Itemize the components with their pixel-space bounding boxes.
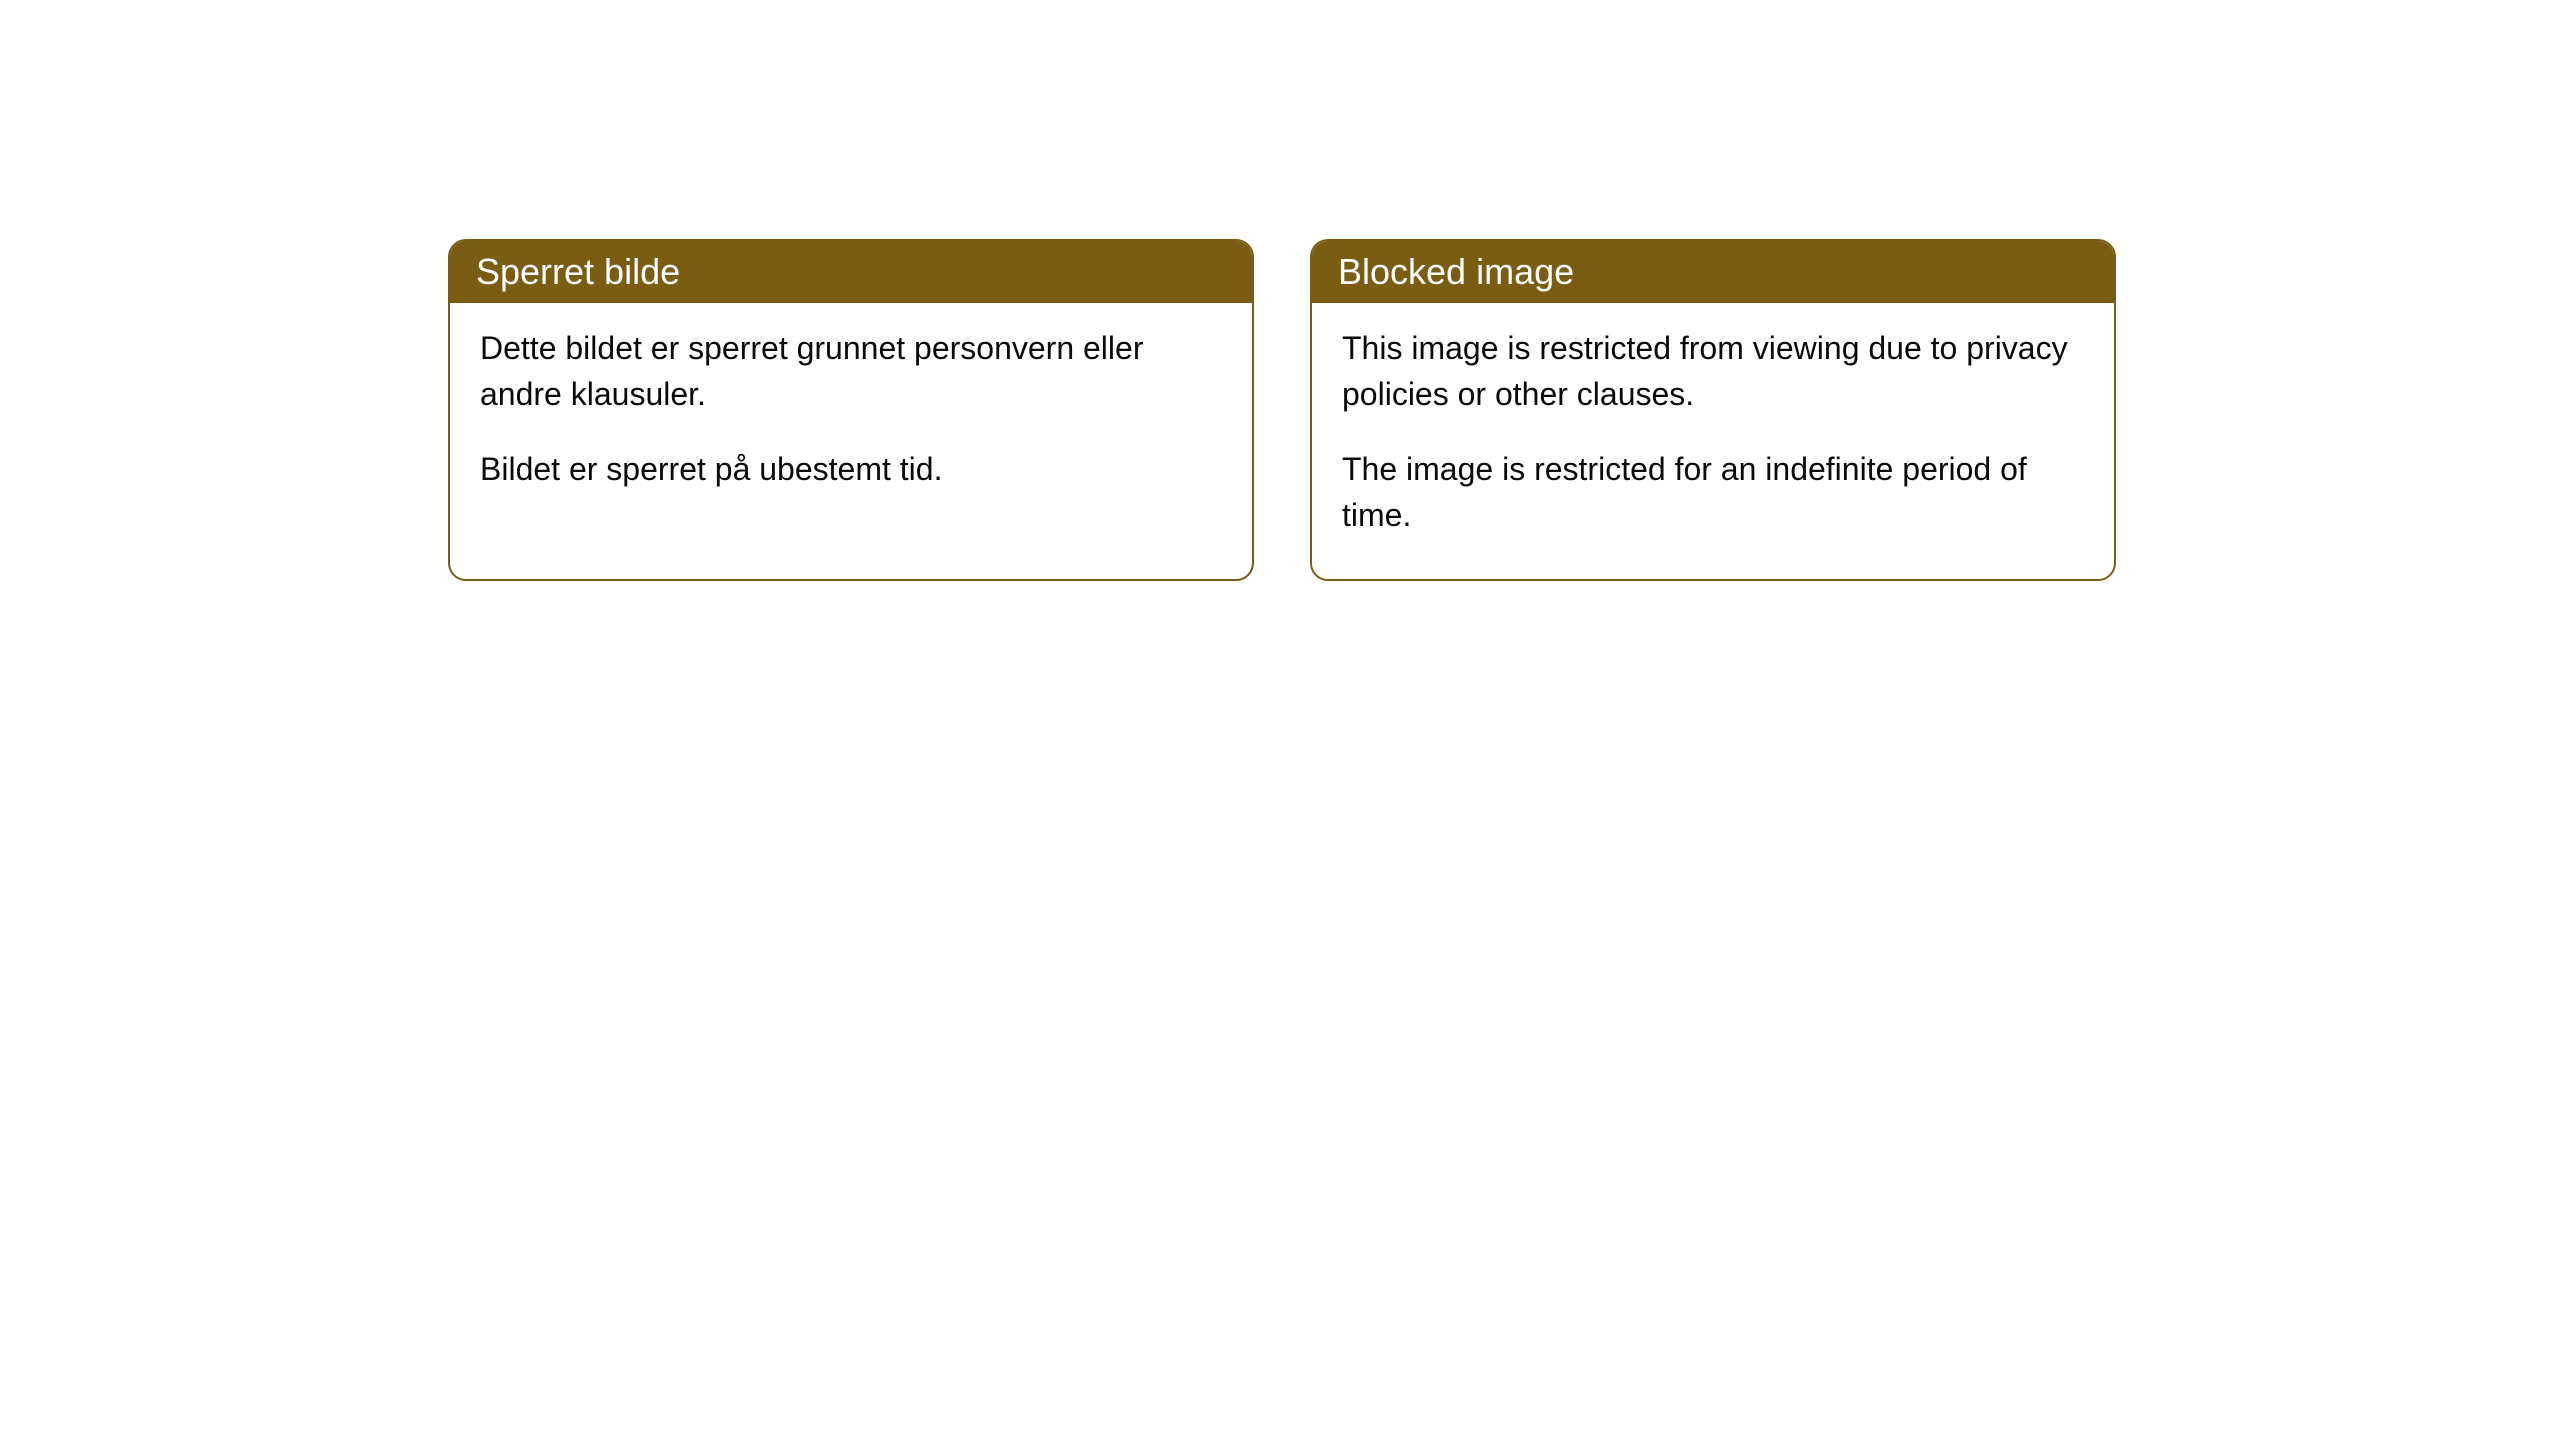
card-paragraph-1-norwegian: Dette bildet er sperret grunnet personve… (480, 325, 1222, 418)
card-paragraph-1-english: This image is restricted from viewing du… (1342, 325, 2084, 418)
card-body-norwegian: Dette bildet er sperret grunnet personve… (450, 303, 1252, 532)
card-body-english: This image is restricted from viewing du… (1312, 303, 2114, 579)
card-header-norwegian: Sperret bilde (450, 241, 1252, 303)
card-header-english: Blocked image (1312, 241, 2114, 303)
notice-cards-container: Sperret bilde Dette bildet er sperret gr… (448, 239, 2116, 581)
blocked-image-card-english: Blocked image This image is restricted f… (1310, 239, 2116, 581)
card-paragraph-2-english: The image is restricted for an indefinit… (1342, 446, 2084, 539)
card-paragraph-2-norwegian: Bildet er sperret på ubestemt tid. (480, 446, 1222, 492)
blocked-image-card-norwegian: Sperret bilde Dette bildet er sperret gr… (448, 239, 1254, 581)
